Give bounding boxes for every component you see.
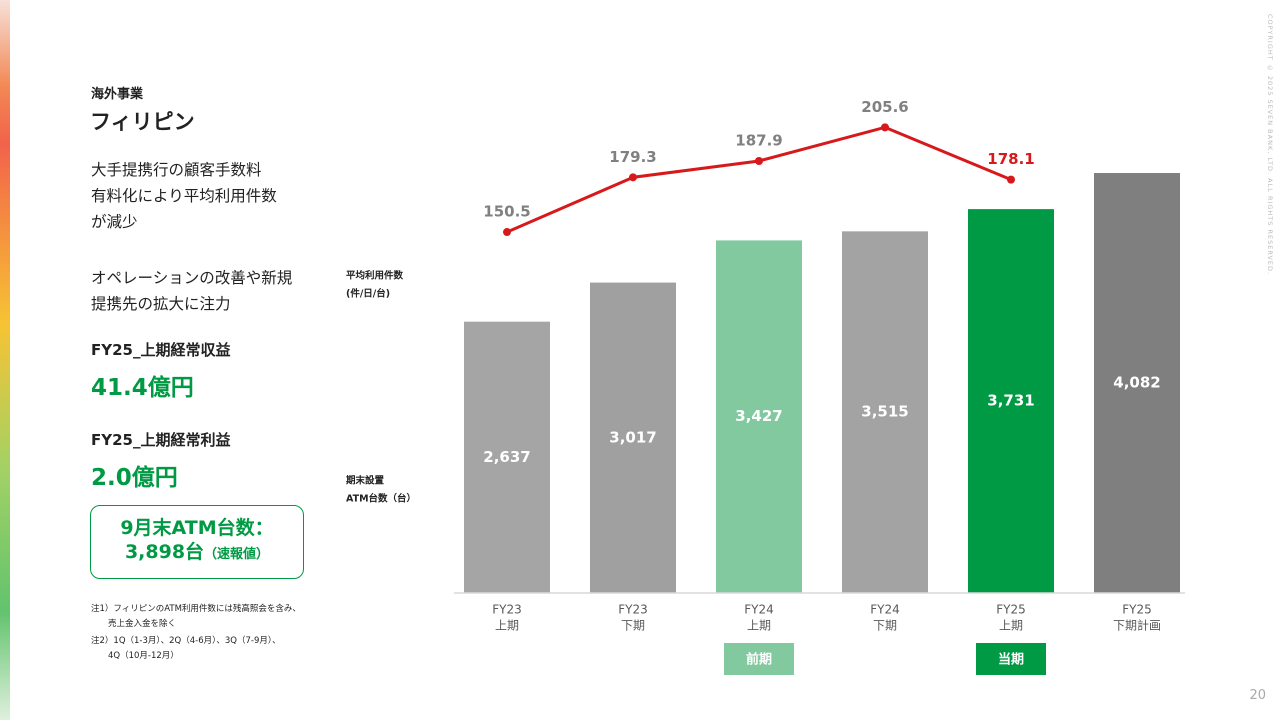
data-label: 4,082 bbox=[1113, 374, 1160, 392]
x-tick-label: FY23 bbox=[618, 603, 648, 617]
bar bbox=[842, 231, 928, 593]
data-label: 150.5 bbox=[483, 203, 530, 221]
x-tick-label: FY24 bbox=[870, 603, 900, 617]
note: 注2）1Q（1-3月）、2Q（4-6月）、3Q（7-9月）、 4Q（10月-12… bbox=[91, 634, 281, 664]
bar bbox=[464, 321, 550, 593]
data-label: 178.1 bbox=[987, 150, 1034, 168]
kpi-label: FY25_上期経常収益 bbox=[91, 341, 231, 359]
line-point bbox=[755, 156, 763, 165]
description: 大手提携行の顧客手数料 有料化により平均利用件数 が減少 bbox=[91, 157, 277, 235]
bar bbox=[590, 282, 676, 593]
section: 海外事業 bbox=[91, 87, 144, 102]
text-line: 売上金入金を除く bbox=[108, 619, 177, 629]
kpi-value: 2.0億円 bbox=[91, 465, 178, 491]
callout: 9月末ATM台数： 3,898台（速報値） bbox=[90, 505, 304, 579]
data-label: 3,731 bbox=[987, 392, 1034, 410]
x-tick-label: FY23 bbox=[492, 603, 522, 617]
text-line: 提携先の拡大に注力 bbox=[91, 295, 231, 313]
note: 注1）フィリピンのATM利用件数には残高照会を含み、 売上金入金を除く bbox=[91, 602, 301, 632]
text-line: 有料化により平均利用件数 bbox=[91, 187, 277, 205]
x-tick-label: FY25 bbox=[1122, 603, 1152, 617]
x-tick-label: 上期 bbox=[999, 619, 1023, 633]
data-label: 205.6 bbox=[861, 98, 908, 116]
line-point bbox=[629, 173, 637, 182]
period-tag-label: 前期 bbox=[746, 652, 772, 668]
kpi-value: 41.4億円 bbox=[91, 375, 194, 401]
period-tag-label: 当期 bbox=[998, 652, 1024, 668]
kpi-label: FY25_上期経常利益 bbox=[91, 431, 231, 449]
description: オペレーションの改善や新規 提携先の拡大に注力 bbox=[91, 265, 292, 317]
text-line: 4Q（10月-12月） bbox=[108, 651, 179, 661]
copyright: COPYRIGHT © 2025 SEVEN BANK, LTD. ALL RI… bbox=[1266, 14, 1274, 276]
callout-value: 3,898台 bbox=[124, 541, 205, 563]
page-number: 20 bbox=[1249, 688, 1266, 703]
bar bbox=[968, 209, 1054, 593]
axis-label: 期末設置 bbox=[346, 475, 385, 487]
edge-strip bbox=[0, 0, 10, 720]
x-tick-label: 下期 bbox=[621, 619, 645, 633]
data-label: 3,017 bbox=[609, 428, 656, 446]
line-point bbox=[1007, 175, 1015, 184]
text-line: オペレーションの改善や新規 bbox=[91, 269, 293, 287]
x-tick-label: 上期 bbox=[747, 619, 771, 633]
bar bbox=[1094, 173, 1180, 593]
x-tick-label: 下期 bbox=[873, 619, 897, 633]
title: フィリピン bbox=[90, 110, 195, 134]
data-label: 3,515 bbox=[861, 403, 908, 421]
line-point bbox=[881, 123, 889, 132]
axis-label: ATM台数（台） bbox=[346, 493, 416, 505]
data-label: 187.9 bbox=[735, 131, 782, 149]
text-line: 大手提携行の顧客手数料 bbox=[91, 161, 262, 179]
bar bbox=[716, 240, 802, 593]
axis-label: (件/日/台) bbox=[346, 288, 390, 300]
callout-note: （速報値） bbox=[204, 547, 270, 562]
callout-line: 9月末ATM台数： bbox=[120, 517, 274, 539]
period-tag bbox=[724, 643, 794, 675]
x-tick-label: FY25 bbox=[996, 603, 1026, 617]
data-label: 3,427 bbox=[735, 407, 782, 425]
data-label: 179.3 bbox=[609, 148, 656, 166]
axis-label: 平均利用件数 bbox=[346, 270, 404, 282]
x-tick-label: FY24 bbox=[744, 603, 774, 617]
text-line: 注2）1Q（1-3月）、2Q（4-6月）、3Q（7-9月）、 bbox=[91, 636, 281, 646]
text-line: 注1）フィリピンのATM利用件数には残高照会を含み、 bbox=[91, 604, 301, 614]
text-line: が減少 bbox=[91, 213, 138, 231]
data-label: 2,637 bbox=[483, 448, 530, 466]
period-tag bbox=[976, 643, 1046, 675]
line-point bbox=[503, 228, 511, 237]
x-tick-label: 上期 bbox=[495, 619, 519, 633]
x-tick-label: 下期計画 bbox=[1113, 618, 1161, 633]
